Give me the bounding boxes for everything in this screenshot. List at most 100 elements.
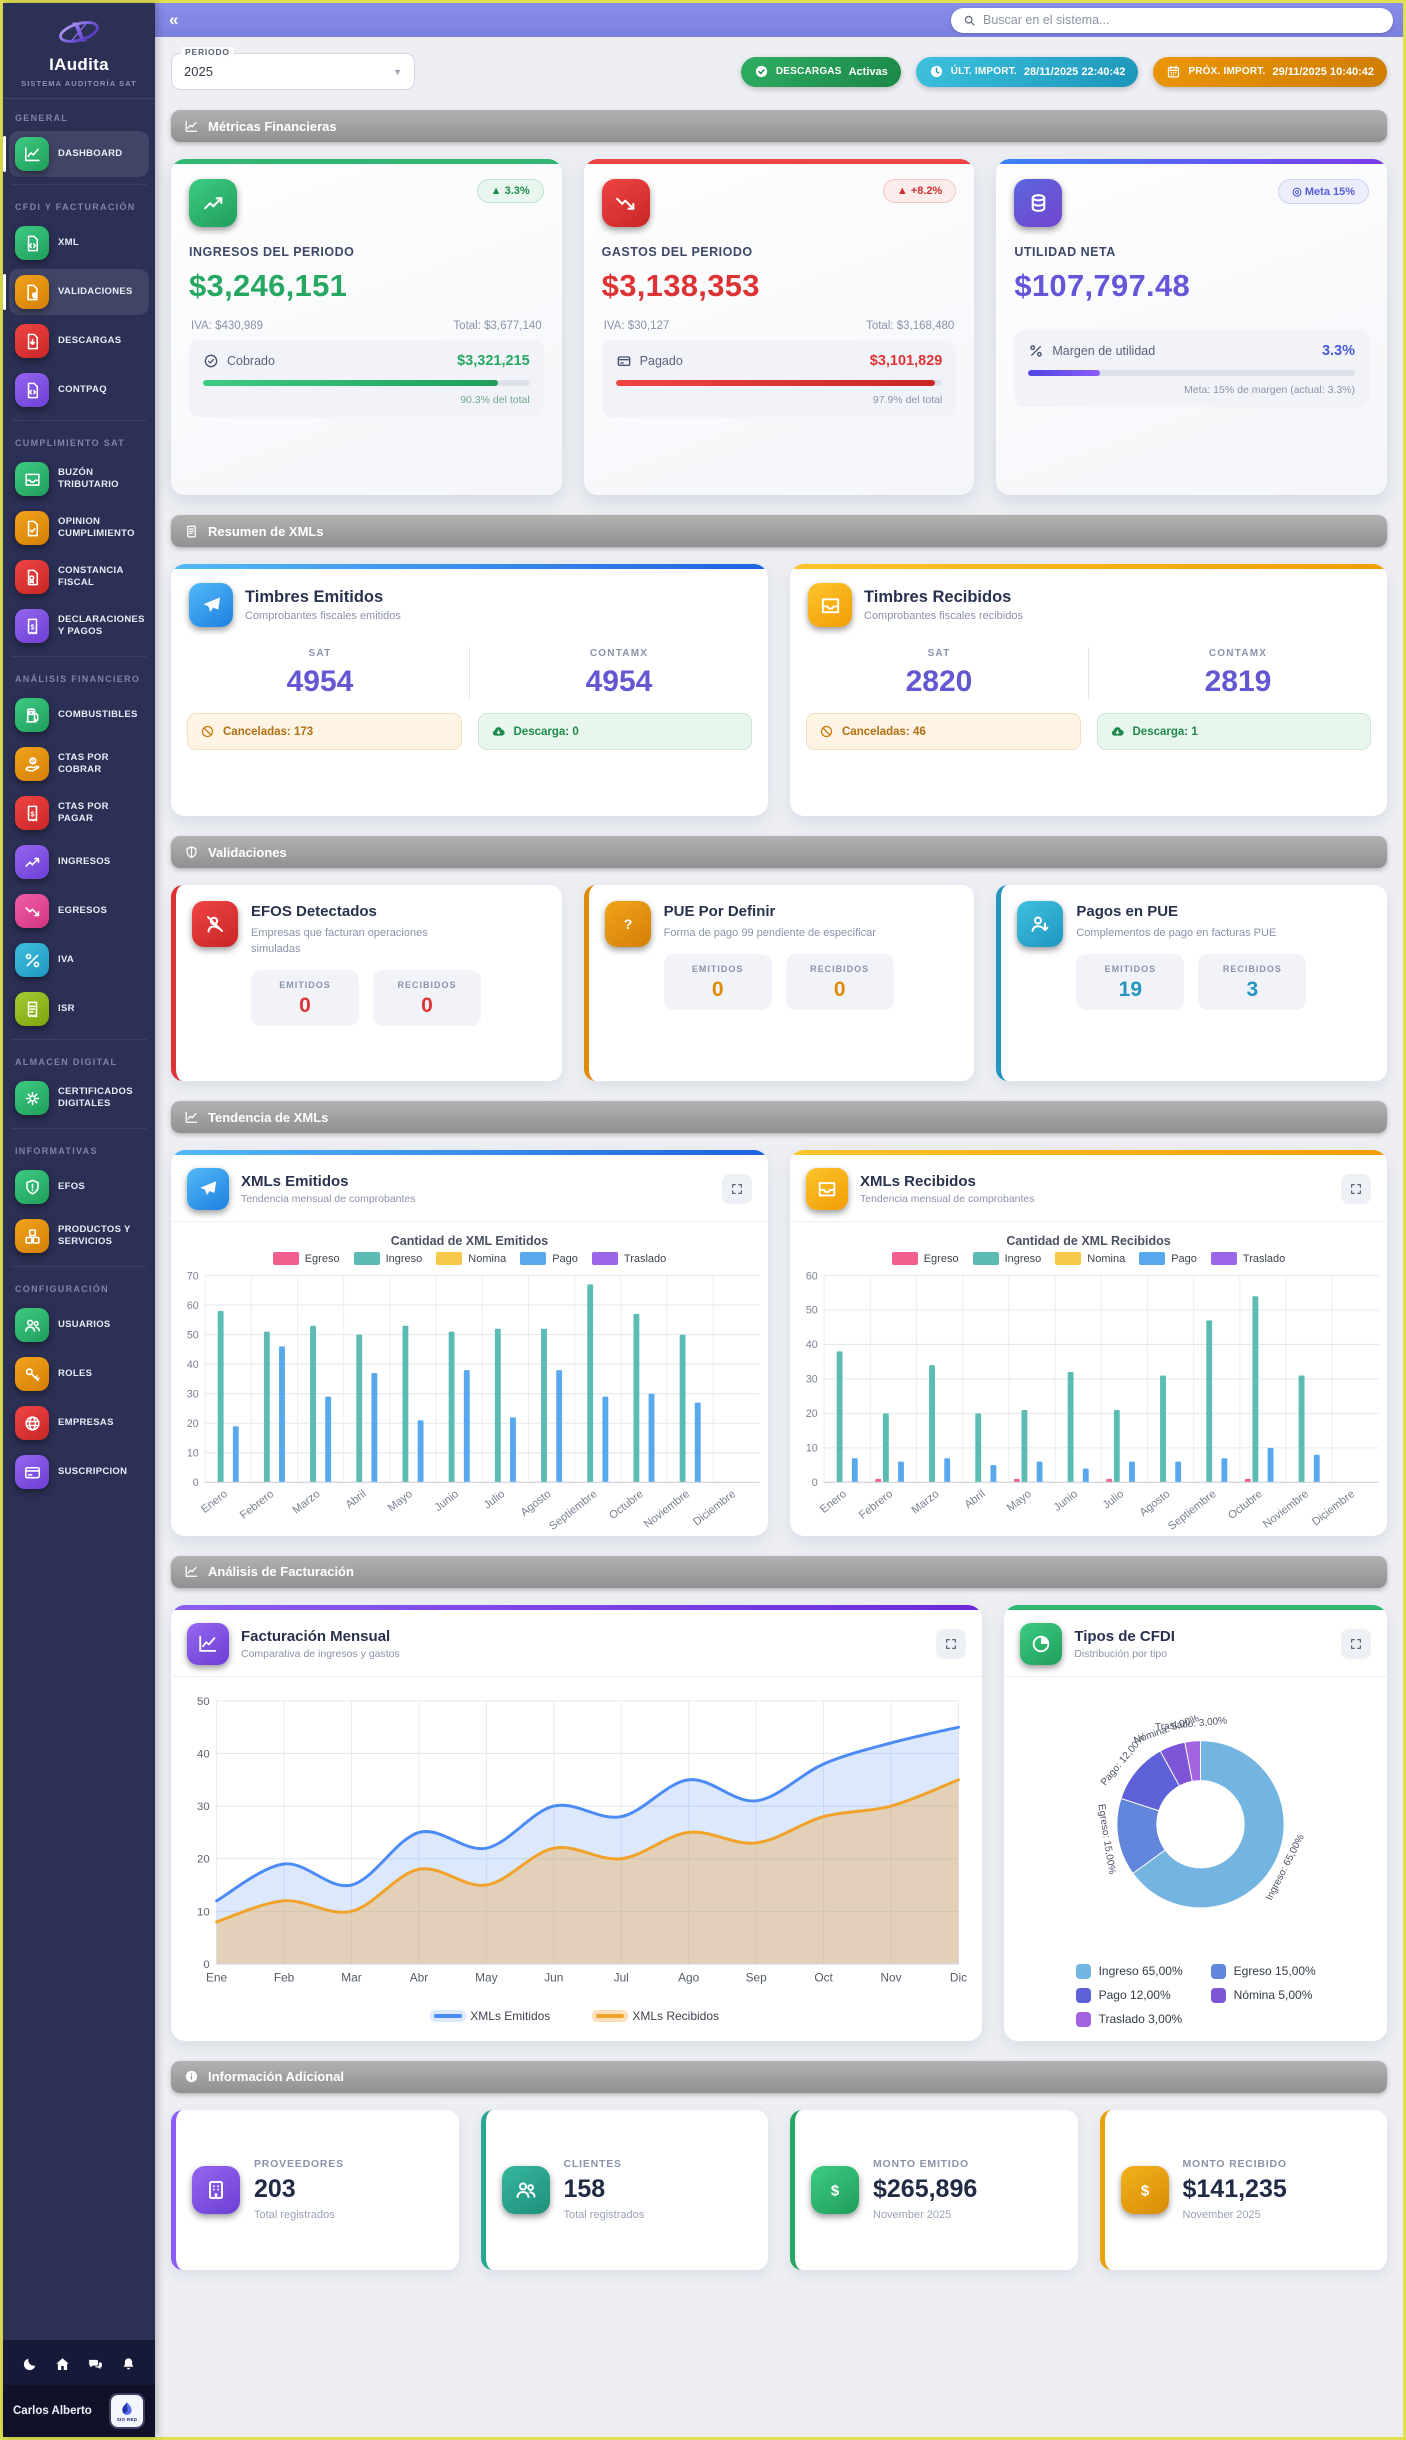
sidebar-item-efos[interactable]: EFOS [9, 1164, 149, 1210]
sidebar-item-label: CERTIFICADOS DIGITALES [58, 1085, 133, 1109]
seal-icon [15, 1081, 49, 1115]
info-card-monto-recibido: $ MONTO RECIBIDO $141,235 November 2025 [1099, 2109, 1387, 2270]
siored-logo: SIO RED [109, 2393, 145, 2429]
section-metricas-financieras: Métricas Financieras [171, 110, 1387, 142]
expand-button[interactable] [936, 1628, 967, 1659]
sidebar-item-constancia-fiscal[interactable]: CONSTANCIA FISCAL [9, 554, 149, 600]
sidebar-item-buzon-tributario[interactable]: BUZÓN TRIBUTARIO [9, 456, 149, 502]
file-award-icon [15, 560, 49, 594]
ban-icon [819, 724, 834, 739]
sidebar-item-productos-y-servicios[interactable]: PRODUCTOS Y SERVICIOS [9, 1213, 149, 1259]
badge-ult-import-[interactable]: ÚLT. IMPORT. 28/11/2025 22:40:42 [915, 56, 1139, 87]
info-card-monto-emitido: $ MONTO EMITIDO $265,896 November 2025 [790, 2109, 1078, 2270]
svg-text:Oct: Oct [814, 1970, 833, 1984]
svg-text:Marzo: Marzo [291, 1488, 323, 1517]
contamx-count: 4954 [585, 664, 653, 698]
sidebar-item-xml[interactable]: XML [9, 220, 149, 266]
legend-swatch [1139, 1252, 1166, 1265]
expand-button[interactable] [1341, 1174, 1371, 1204]
metric-value: $3,138,353 [601, 268, 760, 303]
status-badges: DESCARGAS Activas ÚLT. IMPORT. 28/11/2025 … [740, 56, 1387, 87]
nav-section-informativas: INFORMATIVAS [15, 1146, 98, 1156]
card-accent [790, 564, 1387, 569]
sidebar-item-roles[interactable]: ROLES [9, 1351, 149, 1397]
svg-text:30: 30 [806, 1374, 818, 1386]
sidebar-item-ctas-por-pagar[interactable]: $ CTAS POR PAGAR [9, 790, 149, 836]
progress-track [615, 380, 943, 386]
trend-chart-cards-row: XMLs Emitidos Tendencia mensual de compr… [171, 1150, 1387, 1536]
info-value: 203 [254, 2175, 296, 2204]
sidebar-item-empresas[interactable]: EMPRESAS [9, 1400, 149, 1446]
sidebar-item-opinion-cumplimiento[interactable]: OPINION CUMPLIMIENTO [9, 505, 149, 551]
svg-text:Nov: Nov [880, 1970, 901, 1984]
svg-text:60: 60 [806, 1270, 818, 1282]
sidebar: X IAudita SISTEMA AUDITORÍA SAT GENERAL … [3, 3, 155, 2437]
sidebar-collapse-button[interactable]: « [169, 10, 179, 29]
sidebar-item-ctas-por-cobrar[interactable]: $ CTAS POR COBRAR [9, 741, 149, 787]
sidebar-item-validaciones[interactable]: VALIDACIONES [3, 269, 149, 315]
sidebar-item-certificados-digitales[interactable]: CERTIFICADOS DIGITALES [9, 1075, 149, 1121]
svg-text:Julio: Julio [482, 1488, 508, 1512]
card-accent [171, 1604, 983, 1610]
sat-count: 4954 [286, 664, 354, 698]
bar-chart: 0 10 20 30 40 50 60 Enero Febrero Marzo Abril Mayo J… [790, 1267, 1387, 1536]
sidebar-item-label: CONTPAQ [58, 383, 107, 395]
chart-icon [184, 1110, 199, 1125]
svg-text:50: 50 [806, 1305, 818, 1317]
percent-icon [15, 943, 49, 977]
paid-box: Cobrado $3,321,215 90.3% del total [189, 340, 544, 417]
sidebar-item-combustibles[interactable]: COMBUSTIBLES [9, 692, 149, 738]
card-title: Timbres Recibidos [864, 588, 1012, 606]
moon-icon[interactable] [21, 2356, 38, 2373]
check-circle-line-icon [203, 353, 219, 369]
sidebar-item-isr[interactable]: ISR [9, 986, 149, 1032]
user-row[interactable]: Carlos Alberto SIO RED [3, 2385, 155, 2437]
building-icon [192, 2165, 240, 2214]
sidebar-item-label: EMPRESAS [58, 1416, 114, 1428]
legend-swatch [1210, 1252, 1237, 1265]
search-bar[interactable] [951, 7, 1393, 33]
stat-recibidos: RECIBIDOS 0 [785, 953, 894, 1010]
sidebar-item-egresos[interactable]: EGRESOS [9, 888, 149, 934]
svg-text:Junio: Junio [433, 1488, 461, 1514]
expand-button[interactable] [722, 1174, 752, 1204]
topbar: « [155, 3, 1403, 37]
coins-icon [1014, 179, 1063, 227]
search-input[interactable] [983, 13, 1381, 27]
chat-icon[interactable] [87, 2356, 104, 2373]
badge-descargas[interactable]: DESCARGAS Activas [740, 56, 901, 87]
expand-button[interactable] [1341, 1628, 1371, 1659]
sidebar-item-descargas[interactable]: DESCARGAS [9, 318, 149, 364]
canceladas-badge: Canceladas: 173 [187, 713, 462, 750]
sidebar-item-declaraciones-y-pagos[interactable]: $ DECLARACIONES Y PAGOS [9, 603, 149, 649]
plane-icon [187, 1168, 229, 1210]
card-subtitle: Tendencia mensual de comprobantes [860, 1193, 1035, 1205]
chevron-down-icon: ▼ [393, 66, 402, 77]
file-download-icon [15, 324, 49, 358]
sidebar-item-dashboard[interactable]: DASHBOARD [3, 131, 149, 177]
sidebar-item-usuarios[interactable]: USUARIOS [9, 1302, 149, 1348]
svg-text:Feb: Feb [274, 1970, 295, 1984]
section-analisis-facturacion: Análisis de Facturación [171, 1555, 1387, 1588]
sidebar-item-label: CTAS POR PAGAR [58, 800, 109, 824]
svg-text:Dic: Dic [950, 1970, 967, 1984]
badge-prox-import-[interactable]: PRÓX. IMPORT. 29/11/2025 10:40:42 [1153, 56, 1387, 87]
sidebar-item-iva[interactable]: IVA [9, 937, 149, 983]
sidebar-item-contpaq[interactable]: CONTPAQ [9, 367, 149, 413]
legend-swatch [972, 1252, 999, 1265]
card-accent [583, 159, 975, 164]
sidebar-item-suscripcion[interactable]: SUSCRIPCION [9, 1449, 149, 1495]
sidebar-item-ingresos[interactable]: INGRESOS [9, 839, 149, 885]
home-icon[interactable] [54, 2356, 71, 2373]
bell-icon[interactable] [120, 2356, 137, 2373]
receipt-icon [15, 992, 49, 1026]
sidebar-item-label: PRODUCTOS Y SERVICIOS [58, 1223, 131, 1247]
nav-section-configuracion: CONFIGURACIÓN [15, 1284, 109, 1294]
info-label: MONTO EMITIDO [873, 2158, 969, 2171]
iva-amount: IVA: $430,989 [191, 320, 264, 332]
sidebar-item-label: BUZÓN TRIBUTARIO [58, 466, 119, 490]
svg-text:40: 40 [806, 1339, 818, 1351]
period-select[interactable]: PERIODO 2025 ▼ [171, 47, 415, 90]
trend-up-icon [189, 179, 237, 227]
svg-text:Septiembre: Septiembre [1166, 1488, 1218, 1533]
